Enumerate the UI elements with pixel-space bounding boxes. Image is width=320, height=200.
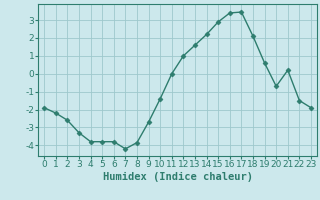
X-axis label: Humidex (Indice chaleur): Humidex (Indice chaleur) [103, 172, 252, 182]
